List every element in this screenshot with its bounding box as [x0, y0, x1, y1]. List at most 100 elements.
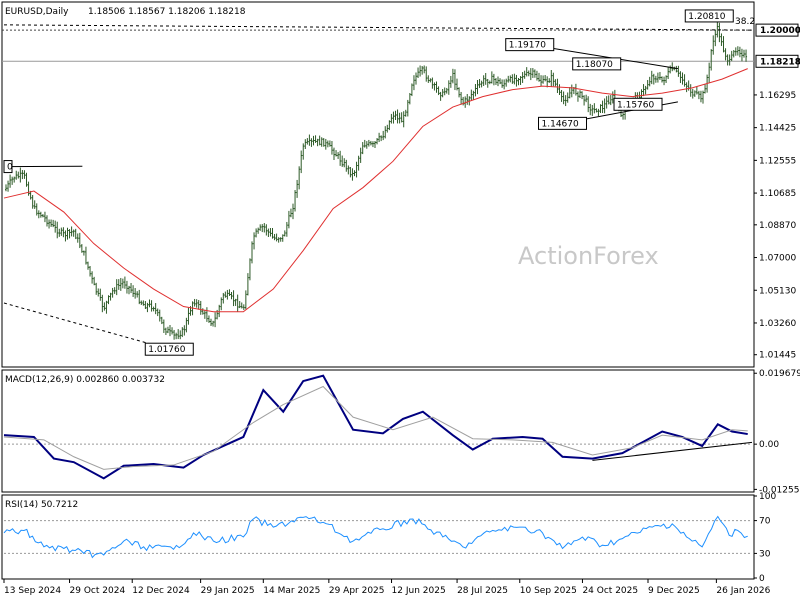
- ohlc-bar: [54, 220, 57, 233]
- time-axis-tick-label: 13 Sep 2024: [4, 586, 61, 596]
- ohlc-bar: [527, 70, 530, 77]
- ohlc-bar: [503, 79, 506, 90]
- ohlc-bar: [599, 104, 602, 113]
- ohlc-bar: [492, 73, 495, 86]
- time-axis-tick-label: 24 Oct 2025: [582, 586, 638, 596]
- ohlc-bar: [392, 111, 395, 124]
- ohlc-bar: [324, 138, 327, 150]
- ohlc-bar: [429, 78, 432, 83]
- ohlc-bar: [423, 65, 426, 74]
- ohlc-bar: [78, 232, 81, 249]
- ohlc-bar: [554, 79, 557, 87]
- trendline-2: [529, 44, 678, 70]
- ohlc-bar: [607, 95, 610, 105]
- ohlc-bar: [253, 232, 256, 250]
- ohlc-bar: [357, 155, 360, 171]
- ohlc-bar: [576, 91, 579, 102]
- time-axis-tick-label: 12 Dec 2024: [132, 586, 190, 596]
- ohlc-bar: [261, 224, 264, 233]
- ohlc-bar: [318, 135, 321, 146]
- ohlc-bar: [417, 67, 420, 79]
- ohlc-bar: [232, 290, 235, 307]
- ohlc-bar: [236, 294, 239, 312]
- ohlc-bar: [119, 277, 122, 291]
- ohlc-bar: [349, 167, 352, 178]
- ohlc-bar: [431, 77, 434, 89]
- ohlc-bar: [525, 67, 528, 77]
- trendline-1: [3, 302, 170, 350]
- ohlc-bar: [501, 79, 504, 88]
- ohlc-bar: [460, 91, 463, 105]
- ohlc-bar: [275, 233, 278, 242]
- ohlc-bar: [246, 273, 249, 296]
- ohlc-bar: [277, 237, 280, 243]
- price-label-text: 1.01760: [148, 345, 185, 355]
- ohlc-bar: [138, 289, 141, 305]
- ohlc-bar: [109, 292, 112, 301]
- ohlc-bar: [181, 327, 184, 338]
- ohlc-bar: [66, 227, 69, 240]
- price-header-ohlc: 1.18506 1.18567 1.18206 1.18218: [88, 7, 246, 17]
- ohlc-bar: [214, 312, 217, 328]
- time-axis-tick-label: 12 Jun 2025: [392, 586, 446, 596]
- rsi-axis-tick-label: 30: [759, 549, 771, 559]
- ohlc-bar: [435, 81, 438, 93]
- ohlc-bar: [97, 288, 100, 297]
- price-label-text: 1.19170: [509, 41, 546, 51]
- ohlc-bar: [134, 288, 137, 299]
- ohlc-bar: [605, 96, 608, 109]
- ohlc-bar: [449, 75, 452, 88]
- ohlc-bar: [677, 65, 680, 77]
- ohlc-bar: [564, 95, 567, 107]
- ohlc-bar: [43, 211, 46, 223]
- ohlc-bar: [669, 65, 672, 74]
- ohlc-bar: [736, 46, 739, 56]
- ohlc-bar: [207, 315, 210, 323]
- ohlc-bar: [205, 307, 208, 322]
- time-axis-tick-label: 10 Sep 2025: [520, 586, 577, 596]
- ohlc-bar: [166, 326, 169, 334]
- ohlc-bar: [269, 228, 272, 237]
- ohlc-bar: [199, 300, 202, 315]
- ohlc-bar: [390, 113, 393, 124]
- ohlc-bar: [667, 66, 670, 80]
- price-layer: 1.20810 1.19170 1.18070 1.15760 1.14670 1.017…: [2, 9, 755, 356]
- ohlc-bar: [132, 285, 135, 297]
- ohlc-bar: [9, 174, 12, 188]
- ohlc-bar: [52, 219, 55, 228]
- ohlc-bar: [499, 78, 502, 85]
- ohlc-bar: [193, 298, 196, 307]
- price-axis-tick-label: 1.05130: [759, 286, 796, 296]
- ohlc-bar: [726, 54, 729, 66]
- ohlc-bar: [240, 302, 243, 309]
- ohlc-bar: [581, 91, 584, 100]
- ohlc-bar: [685, 82, 688, 93]
- ohlc-bar: [158, 309, 161, 322]
- ohlc-bar: [148, 299, 151, 308]
- ohlc-bar: [745, 49, 748, 62]
- ohlc-bar: [62, 227, 65, 238]
- ohlc-bar: [603, 98, 606, 114]
- ohlc-bar: [279, 237, 282, 242]
- price-label-box: [684, 9, 734, 23]
- ohlc-bar: [427, 75, 430, 83]
- ohlc-bar: [695, 86, 698, 95]
- ohlc-bar: [544, 75, 547, 82]
- price-label-1: 1.19170: [505, 38, 555, 52]
- ohlc-bar: [212, 320, 215, 327]
- ohlc-bar: [316, 138, 319, 147]
- ohlc-bar: [538, 72, 540, 82]
- ohlc-bar: [583, 95, 586, 106]
- ohlc-bar: [263, 223, 266, 233]
- ohlc-bar: [562, 91, 565, 105]
- ohlc-bar: [339, 150, 342, 166]
- ohlc-bar: [15, 170, 18, 180]
- ohlc-bar: [273, 234, 276, 241]
- ohlc-bar: [84, 246, 87, 265]
- ohlc-bar: [497, 76, 499, 87]
- ohlc-bar: [681, 72, 684, 85]
- ohlc-bar: [37, 210, 40, 219]
- ohlc-bar: [488, 80, 491, 85]
- ohlc-bar: [281, 234, 284, 242]
- time-axis-tick-label: 14 Mar 2025: [263, 586, 320, 596]
